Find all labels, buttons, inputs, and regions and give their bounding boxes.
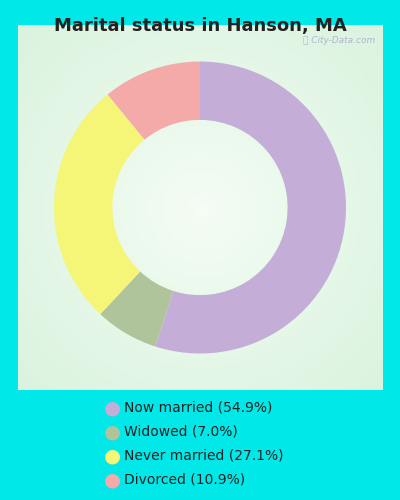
Text: ●: ● [104, 470, 120, 489]
Text: Widowed (7.0%): Widowed (7.0%) [124, 424, 238, 438]
Text: ●: ● [104, 422, 120, 441]
Wedge shape [54, 94, 144, 314]
Wedge shape [108, 62, 200, 140]
Text: Marital status in Hanson, MA: Marital status in Hanson, MA [54, 16, 346, 34]
Text: ⓘ City-Data.com: ⓘ City-Data.com [303, 36, 375, 45]
Wedge shape [100, 272, 173, 346]
Text: ●: ● [104, 398, 120, 417]
Text: Now married (54.9%): Now married (54.9%) [124, 400, 272, 414]
Text: ●: ● [104, 446, 120, 465]
Text: Divorced (10.9%): Divorced (10.9%) [124, 472, 245, 486]
Wedge shape [155, 62, 346, 354]
Text: Never married (27.1%): Never married (27.1%) [124, 448, 284, 462]
